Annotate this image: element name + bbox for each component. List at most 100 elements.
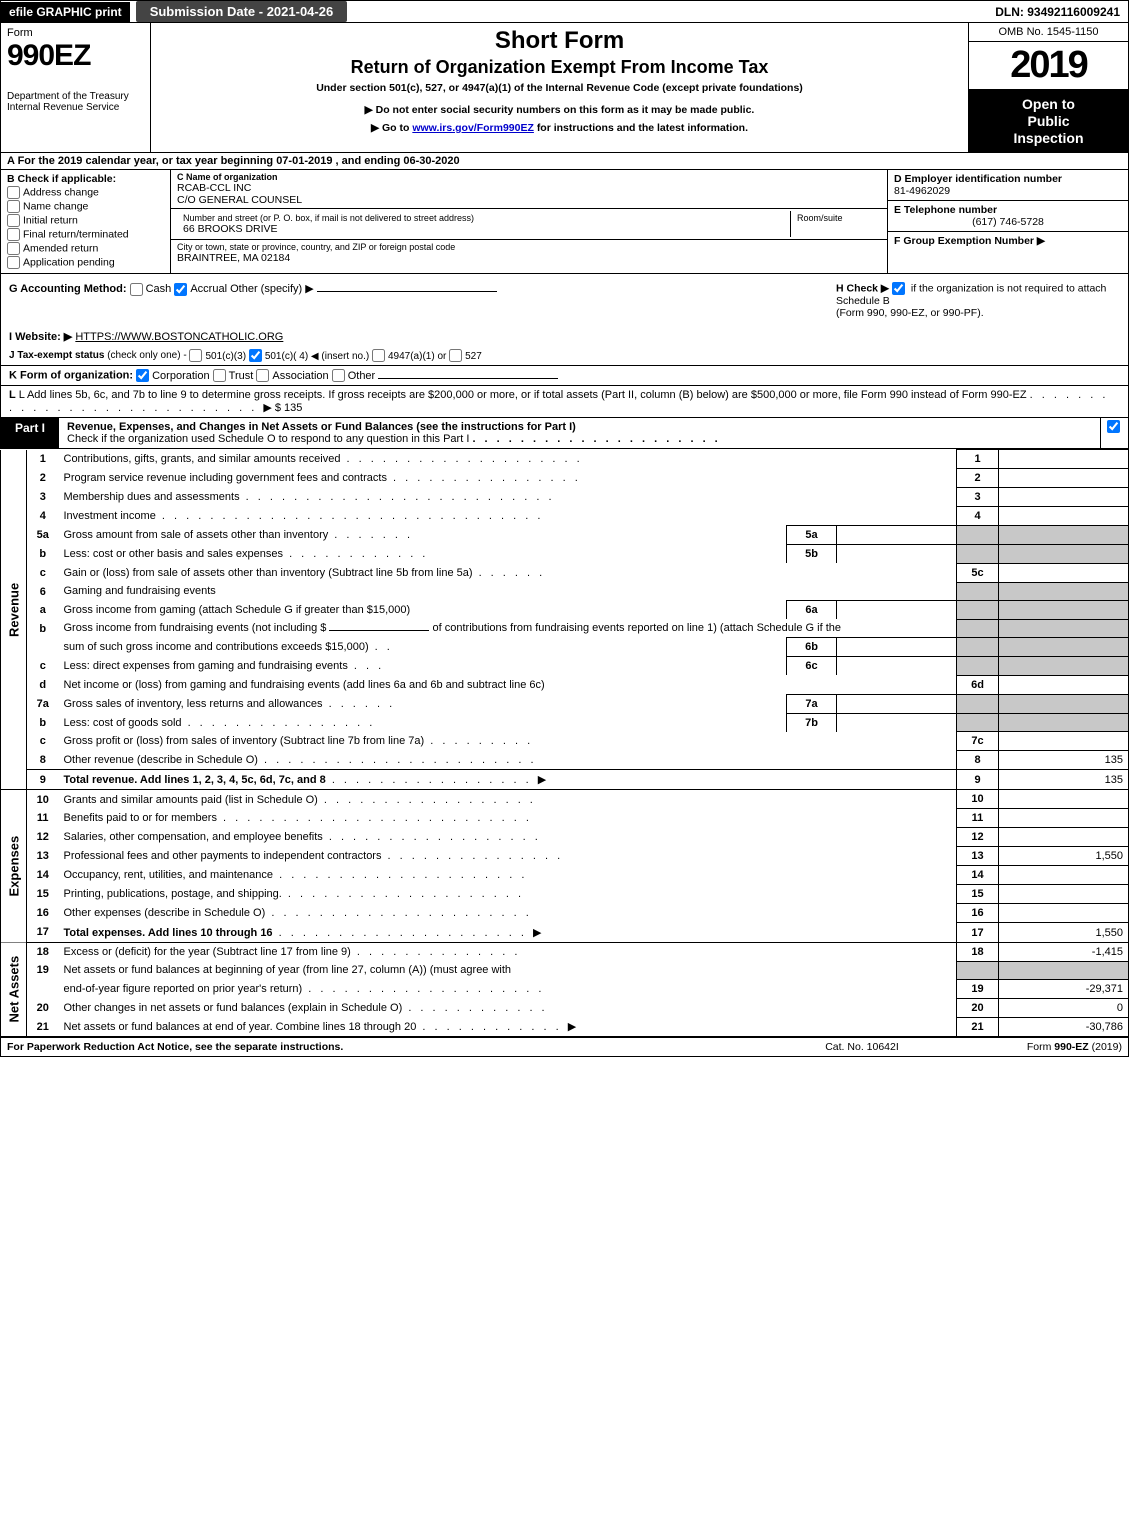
line-6c-sublabel: 6c — [787, 657, 837, 676]
form-version: Form 990-EZ (2019) — [942, 1041, 1122, 1053]
check-527[interactable]: 527 — [449, 351, 482, 362]
omb-number: OMB No. 1545-1150 — [969, 23, 1128, 42]
other-specify-field[interactable] — [317, 291, 497, 292]
irs-link[interactable]: www.irs.gov/Form990EZ — [412, 122, 534, 134]
line-6b-greynum — [957, 619, 999, 638]
check-other-org[interactable]: Other — [332, 370, 376, 382]
line-3: 3 Membership dues and assessments . . . … — [1, 488, 1129, 507]
part-1-title: Revenue, Expenses, and Changes in Net As… — [59, 418, 1100, 448]
check-final-return[interactable]: Final return/terminated — [7, 228, 164, 241]
website-link[interactable]: HTTPS://WWW.BOSTONCATHOLIC.ORG — [75, 331, 283, 343]
line-5c-refnum: 5c — [957, 563, 999, 582]
short-form-title: Short Form — [157, 27, 962, 55]
line-20-value: 0 — [999, 998, 1129, 1017]
line-6-num: 6 — [27, 582, 59, 601]
line-6d: d Net income or (loss) from gaming and f… — [1, 675, 1129, 694]
check-name-change[interactable]: Name change — [7, 200, 164, 213]
line-6b-num: b — [27, 619, 59, 638]
ein-block: D Employer identification number 81-4962… — [888, 170, 1128, 201]
check-4947[interactable]: 4947(a)(1) or — [372, 351, 446, 362]
check-initial-return[interactable]: Initial return — [7, 214, 164, 227]
check-501c3[interactable]: 501(c)(3) — [189, 351, 246, 362]
check-accrual[interactable]: Accrual — [174, 283, 227, 295]
line-5b-subvalue — [837, 545, 957, 564]
line-12-value — [999, 828, 1129, 847]
org-name-block: C Name of organization RCAB-CCL INC C/O … — [171, 170, 887, 209]
check-association[interactable]: Association — [256, 370, 328, 382]
line-13: 13 Professional fees and other payments … — [1, 847, 1129, 866]
part-1-subtitle: Check if the organization used Schedule … — [67, 433, 469, 445]
line-8-refnum: 8 — [957, 751, 999, 770]
line-19-greyval — [999, 961, 1129, 979]
go-to-line: ▶ Go to www.irs.gov/Form990EZ for instru… — [157, 122, 962, 134]
line-9: 9 Total revenue. Add lines 1, 2, 3, 4, 5… — [1, 770, 1129, 790]
check-cash-label: Cash — [146, 283, 172, 295]
line-20-refnum: 20 — [957, 998, 999, 1017]
line-6b-field[interactable] — [329, 630, 429, 631]
section-b: B Check if applicable: Address change Na… — [1, 170, 171, 273]
line-9-sidebar-end — [1, 770, 27, 790]
check-cash[interactable]: Cash — [130, 283, 172, 295]
line-21-num: 21 — [27, 1017, 59, 1037]
line-6a-desc: Gross income from gaming (attach Schedul… — [64, 604, 411, 616]
line-6c-desc: Less: direct expenses from gaming and fu… — [64, 660, 348, 672]
line-6a-num: a — [27, 601, 59, 620]
tax-year: 2019 — [969, 42, 1128, 90]
check-address-change[interactable]: Address change — [7, 186, 164, 199]
line-6b-greynum2 — [957, 638, 999, 657]
header-mid: Short Form Return of Organization Exempt… — [151, 23, 968, 152]
check-4947-label: 4947(a)(1) or — [388, 351, 446, 362]
line-6d-refnum: 6d — [957, 675, 999, 694]
accounting-method-label: G Accounting Method: — [9, 283, 127, 295]
line-19: 19 Net assets or fund balances at beginn… — [1, 961, 1129, 979]
line-5b-greyval — [999, 545, 1129, 564]
check-501c3-label: 501(c)(3) — [205, 351, 246, 362]
line-7b-greynum — [957, 713, 999, 732]
open-line-3: Inspection — [1013, 130, 1083, 146]
line-18-value: -1,415 — [999, 942, 1129, 961]
info-grid: B Check if applicable: Address change Na… — [0, 170, 1129, 274]
line-1: Revenue 1 Contributions, gifts, grants, … — [1, 450, 1129, 469]
header-left: Form 990EZ Department of the Treasury In… — [1, 23, 151, 152]
line-17-value: 1,550 — [999, 923, 1129, 943]
line-14: 14 Occupancy, rent, utilities, and maint… — [1, 866, 1129, 885]
line-15: 15 Printing, publications, postage, and … — [1, 885, 1129, 904]
row-i: I Website: ▶ HTTPS://WWW.BOSTONCATHOLIC.… — [0, 327, 1129, 346]
line-7c: c Gross profit or (loss) from sales of i… — [1, 732, 1129, 751]
line-21-desc: Net assets or fund balances at end of ye… — [64, 1021, 417, 1033]
check-application-pending[interactable]: Application pending — [7, 256, 164, 269]
check-schedule-b[interactable] — [892, 282, 905, 295]
row-g: G Accounting Method: Cash Accrual Other … — [1, 274, 828, 327]
line-7b-greyval — [999, 713, 1129, 732]
line-19-greynum — [957, 961, 999, 979]
org-name-label: C Name of organization — [177, 172, 881, 182]
catalog-number: Cat. No. 10642I — [782, 1041, 942, 1053]
line-9-desc: Total revenue. Add lines 1, 2, 3, 4, 5c,… — [64, 774, 326, 786]
line-12-refnum: 12 — [957, 828, 999, 847]
other-org-field[interactable] — [378, 378, 558, 379]
check-corporation[interactable]: Corporation — [136, 370, 209, 382]
check-name-change-label: Name change — [23, 201, 88, 213]
part-1-schedule-o-check[interactable] — [1100, 418, 1128, 448]
ein-value: 81-4962029 — [894, 185, 1122, 197]
efile-label[interactable]: efile GRAPHIC print — [1, 2, 130, 22]
line-5c-num: c — [27, 563, 59, 582]
line-7c-value — [999, 732, 1129, 751]
section-c: C Name of organization RCAB-CCL INC C/O … — [171, 170, 888, 273]
line-7a-greynum — [957, 694, 999, 713]
line-6b-desc-1: Gross income from fundraising events (no… — [64, 622, 327, 634]
row-l-amount: ▶ $ 135 — [263, 402, 302, 414]
check-accrual-label: Accrual — [190, 283, 227, 295]
check-amended-return[interactable]: Amended return — [7, 242, 164, 255]
do-not-enter: ▶ Do not enter social security numbers o… — [157, 104, 962, 116]
check-trust[interactable]: Trust — [213, 370, 254, 382]
check-address-change-label: Address change — [23, 187, 99, 199]
check-initial-return-label: Initial return — [23, 215, 78, 227]
check-501c[interactable]: 501(c)( 4) ◀ (insert no.) — [249, 351, 369, 362]
line-15-num: 15 — [27, 885, 59, 904]
submission-date-badge: Submission Date - 2021-04-26 — [136, 1, 348, 22]
line-7a: 7a Gross sales of inventory, less return… — [1, 694, 1129, 713]
row-j-label: J Tax-exempt status — [9, 351, 104, 362]
line-2: 2 Program service revenue including gove… — [1, 469, 1129, 488]
group-exemption-block: F Group Exemption Number ▶ — [888, 232, 1128, 250]
